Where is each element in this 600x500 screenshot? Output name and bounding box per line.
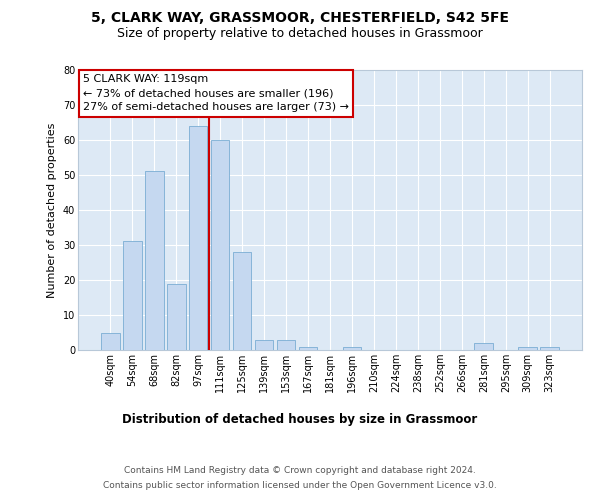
Text: Size of property relative to detached houses in Grassmoor: Size of property relative to detached ho…	[117, 28, 483, 40]
Bar	[343, 346, 361, 350]
Bar	[475, 343, 493, 350]
Bar	[541, 346, 559, 350]
Bar	[299, 346, 317, 350]
Bar	[123, 242, 142, 350]
Bar	[233, 252, 251, 350]
Bar	[145, 172, 164, 350]
Bar	[211, 140, 229, 350]
Text: Distribution of detached houses by size in Grassmoor: Distribution of detached houses by size …	[122, 412, 478, 426]
Text: 5, CLARK WAY, GRASSMOOR, CHESTERFIELD, S42 5FE: 5, CLARK WAY, GRASSMOOR, CHESTERFIELD, S…	[91, 11, 509, 25]
Text: 5 CLARK WAY: 119sqm
← 73% of detached houses are smaller (196)
27% of semi-detac: 5 CLARK WAY: 119sqm ← 73% of detached ho…	[83, 74, 349, 112]
Text: Contains HM Land Registry data © Crown copyright and database right 2024.: Contains HM Land Registry data © Crown c…	[124, 466, 476, 475]
Bar	[101, 332, 119, 350]
Text: Contains public sector information licensed under the Open Government Licence v3: Contains public sector information licen…	[103, 481, 497, 490]
Y-axis label: Number of detached properties: Number of detached properties	[47, 122, 57, 298]
Bar	[277, 340, 295, 350]
Bar	[189, 126, 208, 350]
Bar	[167, 284, 185, 350]
Bar	[255, 340, 274, 350]
Bar	[518, 346, 537, 350]
